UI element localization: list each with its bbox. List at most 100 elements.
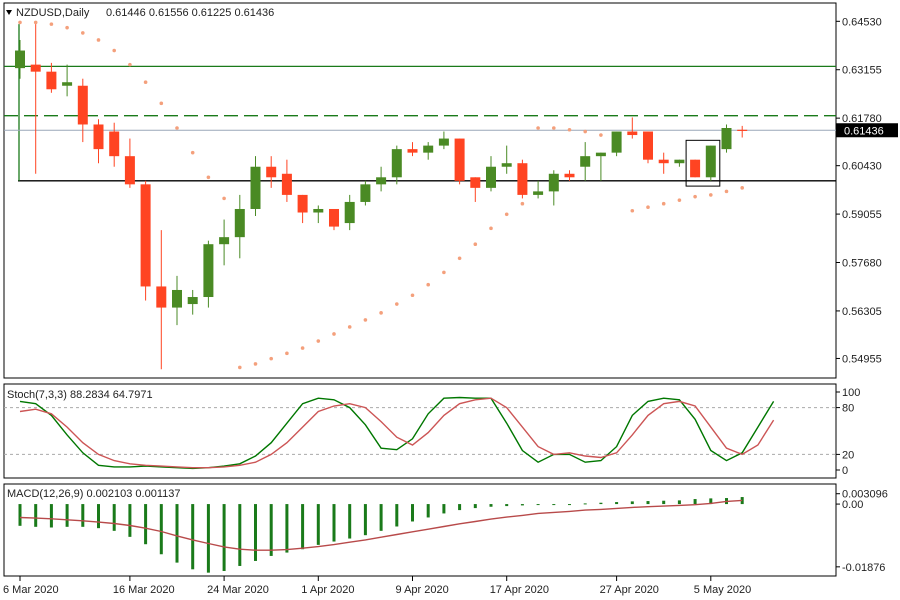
psar-dot — [379, 311, 383, 315]
candle-body — [376, 177, 387, 185]
stoch-main-line — [19, 396, 775, 470]
time-tick-label: 6 Mar 2020 — [3, 584, 59, 596]
macd-histogram-bar — [662, 500, 666, 505]
candle-body — [360, 184, 371, 202]
psar-dot — [206, 175, 211, 180]
macd-histogram-bar — [254, 504, 257, 561]
macd-histogram-bar — [630, 501, 634, 505]
macd-title: MACD(12,26,9) 0.002103 0.001137 — [7, 488, 180, 500]
macd-histogram-bar — [238, 504, 242, 566]
time-tick-label: 5 May 2020 — [694, 584, 751, 596]
candle-body — [517, 163, 528, 195]
psar-dot — [269, 356, 274, 361]
stoch-title: Stoch(7,3,3) 88.2834 64.7971 — [7, 389, 153, 401]
price-tick-label: 0.54955 — [842, 353, 882, 365]
candle-body — [172, 289, 182, 308]
current-price-box — [836, 123, 898, 138]
psar-dot — [520, 201, 525, 206]
psar-dot — [567, 127, 572, 132]
macd-histogram-bar — [144, 504, 148, 545]
psar-dot — [646, 205, 650, 210]
macd-histogram-bar — [505, 504, 509, 507]
macd-signal-line — [19, 499, 743, 551]
psar-dot — [175, 126, 179, 130]
candle-body — [30, 64, 41, 72]
psar-dot — [316, 339, 321, 343]
candle-body — [705, 145, 716, 178]
candle-body — [721, 128, 732, 150]
candle-body — [46, 71, 57, 90]
psar-dot — [112, 48, 116, 53]
candle-body — [297, 194, 308, 213]
macd-tick-label: 0.00 — [842, 499, 863, 511]
candle-body — [611, 131, 622, 153]
price-title: NZDUSD,Daily — [16, 7, 90, 19]
stoch-tick-label: 80 — [842, 403, 854, 415]
macd-histogram-bar — [489, 504, 493, 507]
stoch-signal-line — [19, 397, 775, 469]
psar-dot — [238, 365, 242, 370]
macd-histogram-bar — [646, 501, 650, 505]
psar-dot — [253, 362, 258, 366]
macd-tick-label: 0.003096 — [842, 489, 888, 501]
macd-histogram-bar — [316, 504, 320, 545]
macd-histogram-bar — [348, 504, 352, 539]
macd-histogram-bar — [301, 504, 305, 550]
macd-histogram-bar — [159, 504, 163, 555]
candle-body — [501, 163, 512, 167]
psar-dot — [300, 346, 305, 350]
macd-histogram-bar — [583, 503, 587, 505]
candle-body — [140, 184, 151, 287]
macd-histogram-bar — [191, 504, 195, 570]
psar-dot — [536, 126, 540, 130]
psar-dot — [740, 186, 744, 190]
candle-body — [674, 159, 685, 164]
candle-body — [438, 138, 449, 146]
stoch-tick-label: 100 — [842, 387, 860, 399]
macd-histogram-bar — [97, 504, 100, 529]
candle-body — [187, 297, 198, 305]
candle-body — [533, 191, 544, 195]
macd-histogram-bar — [222, 504, 226, 571]
psar-dot — [332, 332, 336, 336]
price-tick-label: 0.60430 — [842, 161, 882, 173]
macd-histogram-bar — [568, 504, 571, 506]
psar-dot — [159, 101, 164, 106]
candle-body — [250, 166, 261, 209]
time-tick-label: 27 Apr 2020 — [600, 584, 659, 596]
macd-histogram-bar — [536, 504, 540, 506]
candle-body — [266, 166, 277, 178]
candle-body — [219, 237, 230, 245]
psar-dot — [630, 208, 635, 213]
macd-histogram-bar — [411, 504, 414, 522]
time-tick-label: 17 Apr 2020 — [490, 584, 549, 596]
macd-histogram-bar — [49, 504, 53, 528]
candle-body — [109, 131, 120, 157]
time-tick-label: 24 Mar 2020 — [207, 584, 269, 596]
price-tick-label: 0.56305 — [842, 306, 882, 318]
macd-histogram-bar — [65, 504, 69, 527]
highlight-box — [685, 139, 721, 187]
psar-dot — [347, 325, 352, 329]
macd-histogram-bar — [332, 504, 336, 542]
psar-dot — [190, 150, 195, 155]
candle-body — [407, 149, 418, 153]
price-tick-label: 0.59055 — [842, 209, 882, 221]
macd-histogram-bar — [426, 504, 430, 518]
psar-dot — [18, 20, 22, 25]
macd-histogram-bar — [599, 502, 603, 505]
candle-body — [470, 177, 481, 188]
macd-histogram-bar — [363, 504, 367, 536]
psar-dot — [661, 201, 666, 206]
psar-dot — [49, 22, 54, 26]
macd-histogram-bar — [206, 504, 210, 573]
main-frame — [3, 2, 837, 379]
candle-body — [423, 145, 434, 153]
psar-dot — [128, 62, 132, 67]
psar-dot — [457, 256, 462, 261]
macd-histogram-bar — [269, 504, 273, 556]
macd-histogram-bar — [473, 504, 477, 509]
price-tick-label: 0.57680 — [842, 258, 882, 270]
candle-body — [486, 166, 496, 188]
psar-dot — [33, 20, 38, 25]
